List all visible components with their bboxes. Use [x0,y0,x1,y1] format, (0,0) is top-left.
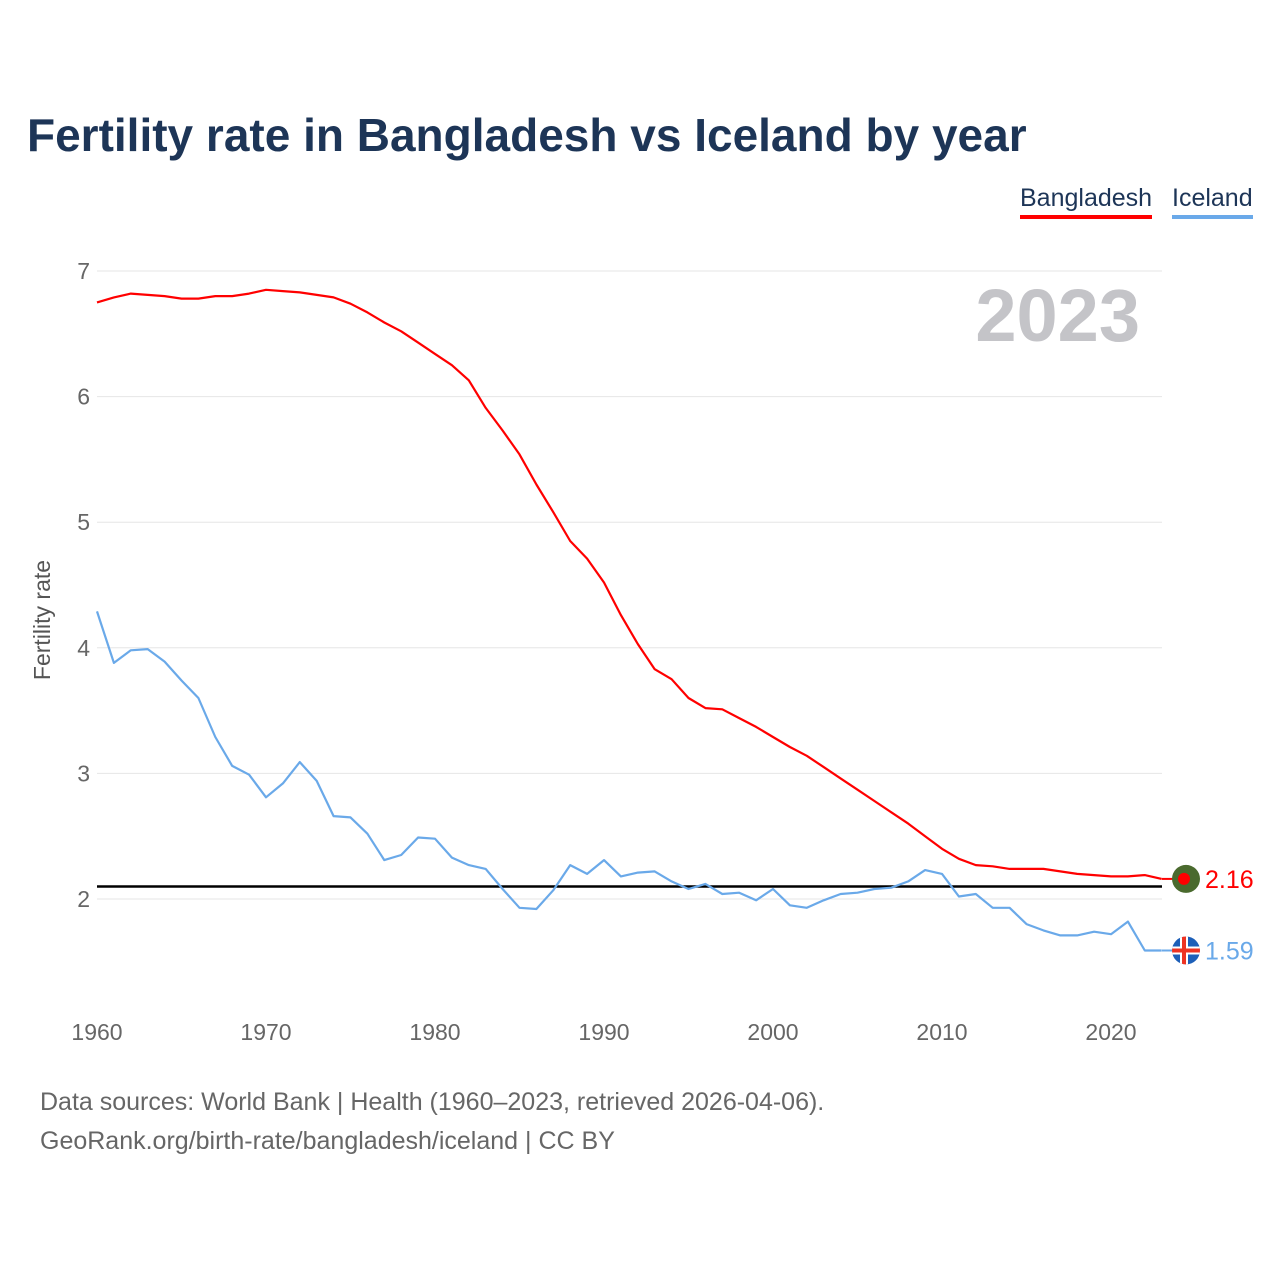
footer-sources: Data sources: World Bank | Health (1960–… [40,1088,825,1116]
flag-body [1172,936,1200,965]
x-tick-label: 1980 [409,1019,460,1045]
y-tick-label: 5 [77,509,90,535]
y-tick-label: 6 [77,384,90,410]
x-tick-label: 1960 [71,1019,122,1045]
x-tick-label: 2010 [916,1019,967,1045]
x-tick-label: 2020 [1085,1019,1136,1045]
chart-title: Fertility rate in Bangladesh vs Iceland … [27,109,1027,161]
footer-link[interactable]: GeoRank.org/birth-rate/bangladesh/icelan… [40,1127,615,1155]
x-tick-label: 2000 [747,1019,798,1045]
series-line-bangladesh [96,288,1162,880]
x-tick-label: 1970 [240,1019,291,1045]
flag-cross-v-red [1182,936,1186,965]
legend-item-bangladesh[interactable]: Bangladesh [1020,184,1153,219]
bangladesh-flag-dot [1178,872,1190,885]
y-axis-label: Fertility rate [29,560,55,680]
end-value-label: 2.16 [1205,866,1254,894]
year-label: 2023 [975,274,1140,357]
y-tick-label: 3 [77,760,90,786]
legend-item-iceland[interactable]: Iceland [1172,184,1253,219]
x-tick-label: 1990 [578,1019,629,1045]
y-tick-label: 4 [77,635,90,661]
series-line-iceland [95,611,1162,952]
iceland-flag-icon [1172,936,1200,965]
y-tick-label: 7 [77,258,90,284]
y-tick-label: 2 [77,886,90,912]
end-value-label: 1.59 [1205,937,1254,965]
